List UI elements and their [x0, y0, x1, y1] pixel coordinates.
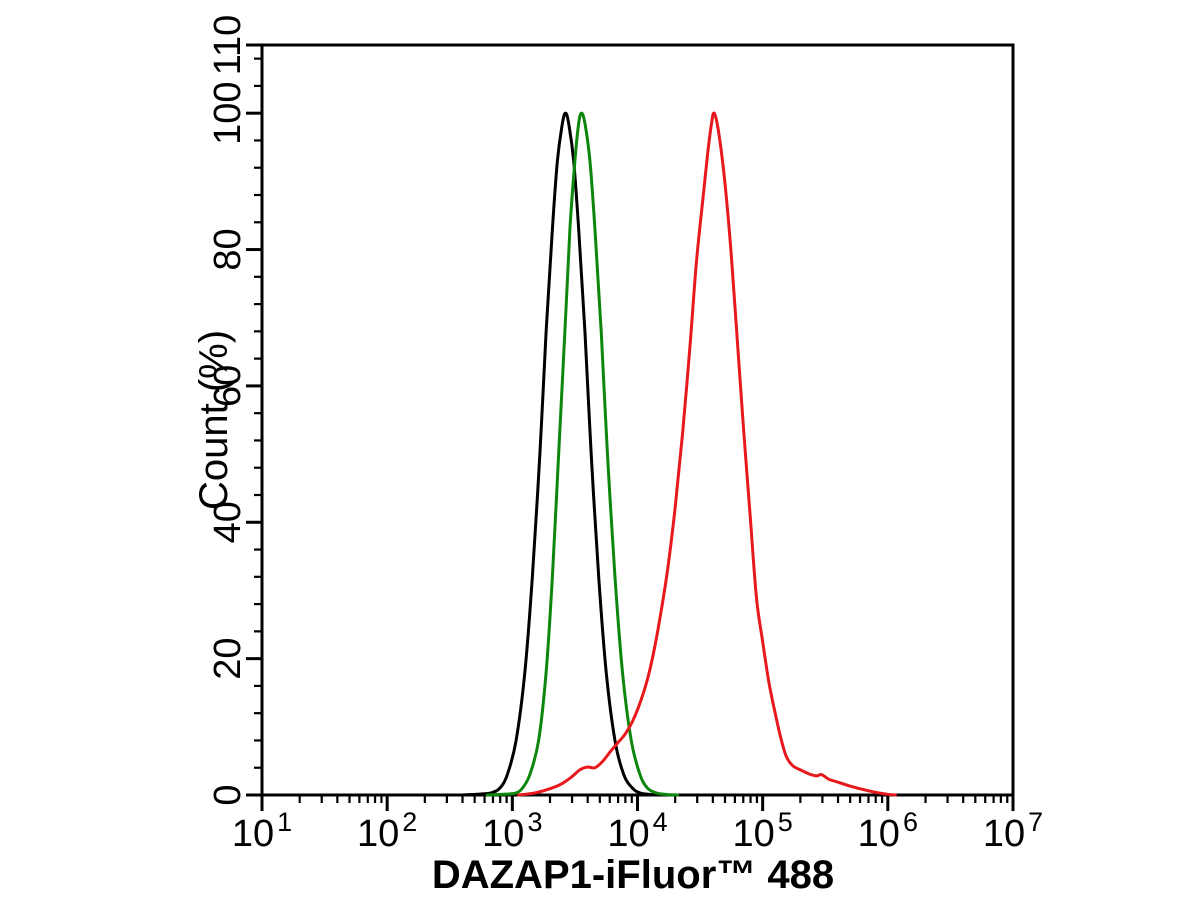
y-tick-label: 60 — [207, 365, 249, 407]
x-tick-label: 10 7 — [983, 807, 1043, 855]
y-axis-title: Count (%) — [192, 330, 236, 510]
y-tick-label: 80 — [207, 228, 249, 270]
y-tick-label: 0 — [207, 784, 249, 805]
red-curve — [517, 111, 897, 797]
plot-frame — [260, 43, 1015, 797]
green-curve — [485, 111, 680, 797]
histogram-curves — [460, 111, 897, 797]
x-tick-label: 10 4 — [607, 807, 667, 855]
y-tick-label: 110 — [207, 15, 249, 76]
black-curve — [460, 111, 665, 797]
x-tick-label: 10 3 — [482, 807, 542, 855]
y-tick-label: 100 — [207, 81, 249, 144]
y-tick-label: 20 — [207, 637, 249, 679]
x-tick-label: 10 2 — [357, 807, 417, 855]
axis-ticks — [246, 43, 1015, 811]
x-tick-label: 10 5 — [733, 807, 793, 855]
x-tick-label: 10 6 — [858, 807, 918, 855]
axis-tick-labels: 0 20 40 60 80 100 110 10 1 10 2 10 3 10 4 10 5 10 6 10 7 — [207, 15, 1043, 855]
y-tick-label: 40 — [207, 501, 249, 543]
x-tick-label: 10 1 — [232, 807, 292, 855]
x-axis-title: DAZAP1-iFluor™ 488 — [432, 853, 834, 897]
